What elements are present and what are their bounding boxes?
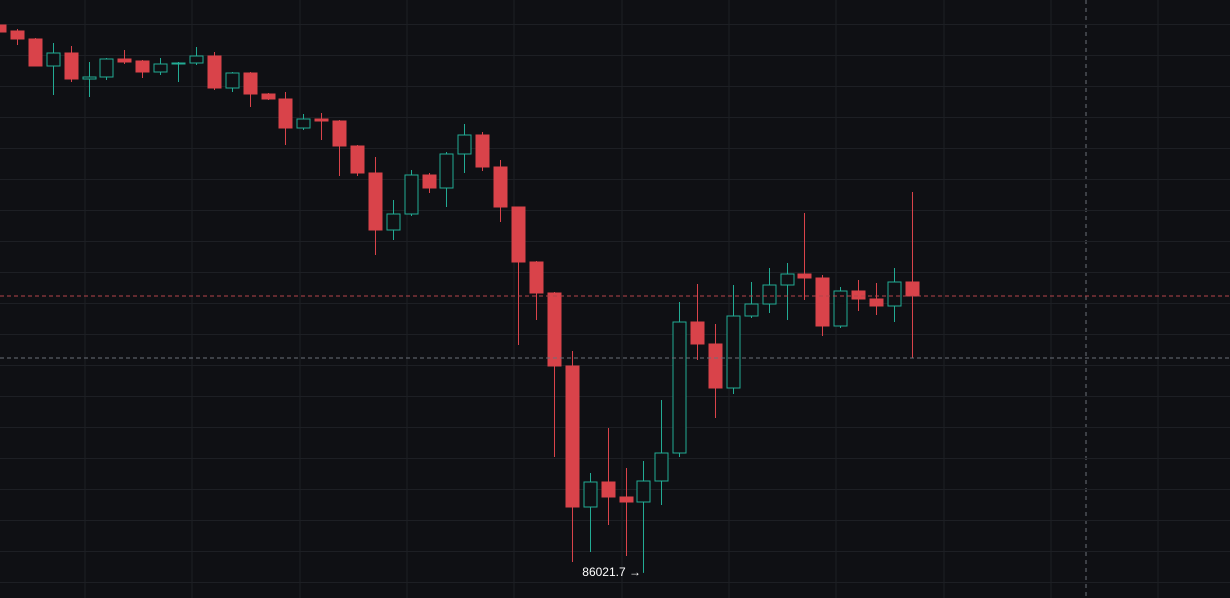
candle-body	[905, 281, 920, 297]
candle-body	[314, 118, 329, 122]
candle-body	[726, 315, 741, 389]
candle-body	[583, 481, 598, 508]
candle-body	[422, 174, 437, 189]
candle-body	[869, 298, 884, 307]
candle-body	[744, 303, 759, 317]
candle-body	[10, 30, 25, 40]
candle-body	[82, 76, 97, 80]
candle-body	[64, 52, 79, 80]
candle-body	[207, 55, 222, 89]
candle-body	[46, 52, 61, 67]
candle-body	[636, 480, 651, 503]
candle-body	[529, 261, 544, 294]
candle-body	[117, 58, 132, 63]
candle-body	[762, 284, 777, 305]
candle-body	[887, 281, 902, 307]
low-label: 86021.7 →	[582, 565, 641, 579]
candle-body	[672, 321, 687, 454]
candle-body	[386, 213, 401, 231]
candle-body	[243, 72, 258, 95]
candle-body	[547, 292, 562, 367]
candle-body	[457, 134, 472, 155]
candle-body	[99, 58, 114, 78]
candle-body	[493, 166, 508, 208]
candle-body	[511, 206, 526, 263]
candle-body	[404, 174, 419, 215]
candle-body	[135, 60, 150, 73]
candle-body	[601, 481, 616, 498]
candle-body	[350, 145, 365, 174]
candle-body	[439, 153, 454, 189]
candle-body	[0, 24, 7, 33]
candle-body	[708, 343, 723, 389]
candle-body	[619, 496, 634, 503]
candle-body	[690, 321, 705, 345]
candle-body	[797, 273, 812, 279]
candle-body	[225, 72, 240, 89]
candle-body	[780, 273, 795, 286]
candle-body	[565, 365, 580, 508]
candle-body	[654, 452, 669, 482]
candle-body	[368, 172, 383, 231]
candle-body	[475, 134, 490, 168]
candle-body	[28, 38, 43, 67]
vertical-grid	[84, 0, 1159, 598]
candle-body	[296, 118, 311, 129]
candle-body	[332, 120, 347, 147]
candle-body	[153, 63, 168, 73]
candle-body	[833, 290, 848, 327]
candle-body	[815, 277, 830, 327]
candle-body	[851, 290, 866, 300]
candle-body	[278, 98, 293, 129]
candle-body	[261, 93, 276, 100]
candle-body	[171, 62, 186, 65]
candle-body	[189, 55, 204, 64]
